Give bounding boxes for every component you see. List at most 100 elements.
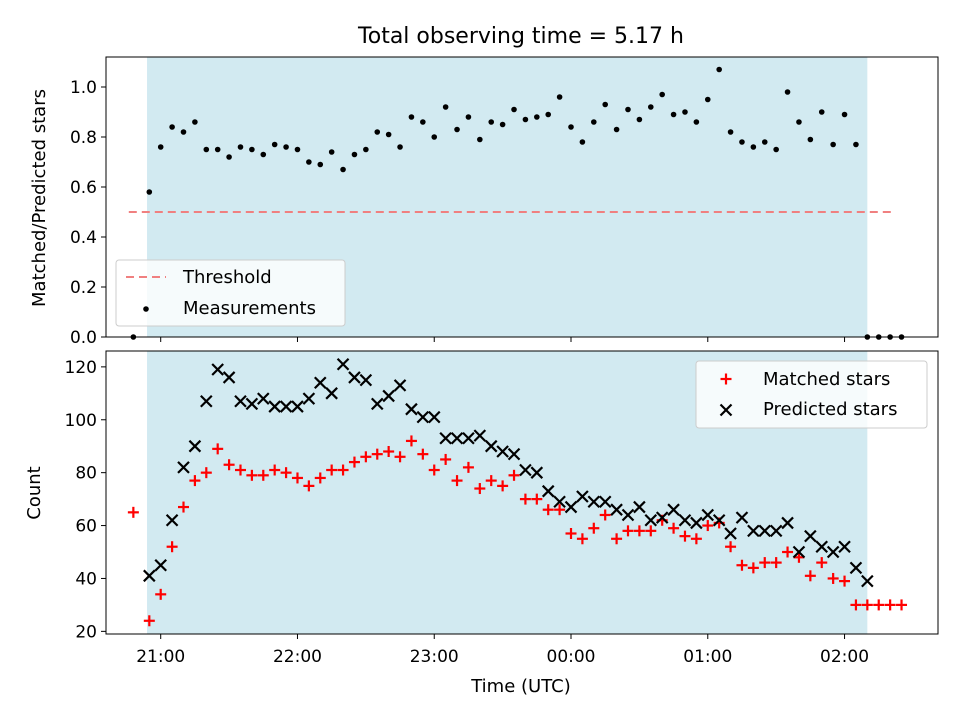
predicted-star-point-b	[678, 513, 692, 527]
predicted-star-point-b	[724, 527, 737, 540]
y-tick-label: 120	[65, 358, 97, 378]
predicted-star-point	[200, 394, 213, 408]
matched-star-point	[782, 546, 794, 558]
measurement-point	[169, 124, 175, 130]
predicted-star-point-b	[701, 508, 715, 522]
predicted-star-point-b	[576, 490, 589, 503]
x-tick-label: 21:00	[136, 647, 185, 667]
predicted-star-point	[450, 432, 464, 445]
y-tick-label: 0.6	[70, 178, 97, 198]
measurement-point	[670, 111, 677, 118]
matched-star-point	[303, 480, 315, 492]
matched-star-point	[360, 451, 372, 463]
measurement-point	[477, 136, 483, 143]
predicted-star-point	[439, 432, 452, 445]
predicted-star-point	[519, 463, 532, 477]
measurement-point	[647, 104, 654, 110]
measurement-point	[328, 149, 335, 155]
predicted-star-point	[291, 400, 304, 413]
measurement-point	[784, 89, 791, 95]
matched-star-point	[383, 446, 395, 458]
legend-box	[695, 360, 928, 429]
predicted-star-point	[143, 569, 156, 583]
predicted-star-point-b	[245, 397, 259, 411]
predicted-star-point	[724, 527, 737, 540]
matched-star-point	[428, 464, 440, 476]
predicted-star-point-b	[462, 432, 475, 445]
measurement-point	[442, 104, 449, 110]
predicted-star-point	[222, 371, 236, 384]
predicted-star-point	[735, 511, 749, 524]
predicted-star-point	[245, 397, 259, 411]
matched-star-point	[223, 459, 235, 471]
matched-star-point	[474, 483, 486, 495]
measurement-point	[431, 134, 438, 140]
predicted-star-point-b	[348, 371, 361, 384]
measurement-point	[511, 106, 517, 113]
predicted-star-point-b	[804, 529, 817, 543]
measurement-point	[192, 119, 198, 125]
matched-star-point	[679, 530, 691, 542]
measurement-point	[363, 146, 369, 153]
measurement-point	[294, 146, 301, 153]
measurement-point	[374, 129, 381, 135]
predicted-star-point	[667, 503, 680, 516]
predicted-star-point-b	[519, 463, 532, 477]
predicted-star-point-b	[188, 439, 202, 453]
matched-star-point	[189, 475, 201, 487]
predicted-star-point-b	[439, 432, 452, 445]
measurement-point	[773, 146, 779, 153]
y-tick-label: 0.4	[70, 228, 97, 248]
matched-star-point	[257, 469, 269, 481]
predicted-star-point-b	[291, 400, 304, 413]
measurement-point	[625, 106, 631, 113]
measurement-point	[750, 144, 757, 150]
measurement-point	[830, 141, 836, 148]
matched-star-point	[166, 541, 178, 553]
predicted-star-point-b	[621, 508, 635, 522]
predicted-star-point-b	[690, 516, 703, 530]
predicted-star-point-b	[747, 524, 760, 538]
measurement-point	[591, 119, 597, 125]
matched-star-point	[200, 467, 212, 479]
predicted-star-point-b	[222, 371, 236, 384]
predicted-star-point	[188, 439, 202, 453]
legend-box	[115, 259, 346, 327]
matched-star-point	[759, 557, 771, 569]
measurement-point	[214, 146, 221, 153]
measurement-point	[716, 66, 722, 73]
predicted-star-point	[268, 400, 281, 413]
matched-star-point	[417, 448, 429, 460]
predicted-star-point-b	[393, 379, 407, 392]
x-axis-label: Time (UTC)	[470, 676, 571, 697]
predicted-star-point-b	[633, 500, 646, 514]
matched-star-point	[827, 572, 839, 584]
predicted-star-point	[701, 508, 715, 522]
predicted-star-point-b	[302, 392, 316, 405]
predicted-star-point	[769, 524, 783, 538]
measurement-point	[545, 111, 552, 118]
matched-star-point	[839, 575, 851, 587]
predicted-star-point-b	[405, 402, 418, 416]
y-tick-label: 80	[75, 464, 97, 484]
predicted-star-point	[747, 524, 760, 538]
predicted-star-point	[507, 447, 521, 461]
predicted-star-point	[792, 545, 806, 559]
counts-panel-frame	[105, 350, 939, 635]
top-y-axis-label: Matched/Predicted stars	[29, 89, 50, 307]
predicted-star-point-b	[257, 392, 270, 405]
predicted-star-point	[393, 379, 407, 392]
counts-panel: 20 40 60 80 100 120 21:00 22:00 23:00 00:00 01:00 0…	[65, 350, 939, 667]
matched-star-point	[736, 559, 748, 571]
predicted-star-point	[815, 540, 829, 553]
predicted-star-point	[313, 376, 327, 390]
matched-star-point	[690, 533, 702, 545]
predicted-star-point	[621, 508, 635, 522]
matched-star-point	[588, 522, 600, 534]
predicted-star-point-b	[769, 524, 783, 538]
measurement-point	[488, 119, 495, 125]
y-tick-label: 40	[75, 569, 97, 589]
measurement-point	[613, 126, 620, 133]
predicted-star-point-b	[667, 503, 680, 516]
